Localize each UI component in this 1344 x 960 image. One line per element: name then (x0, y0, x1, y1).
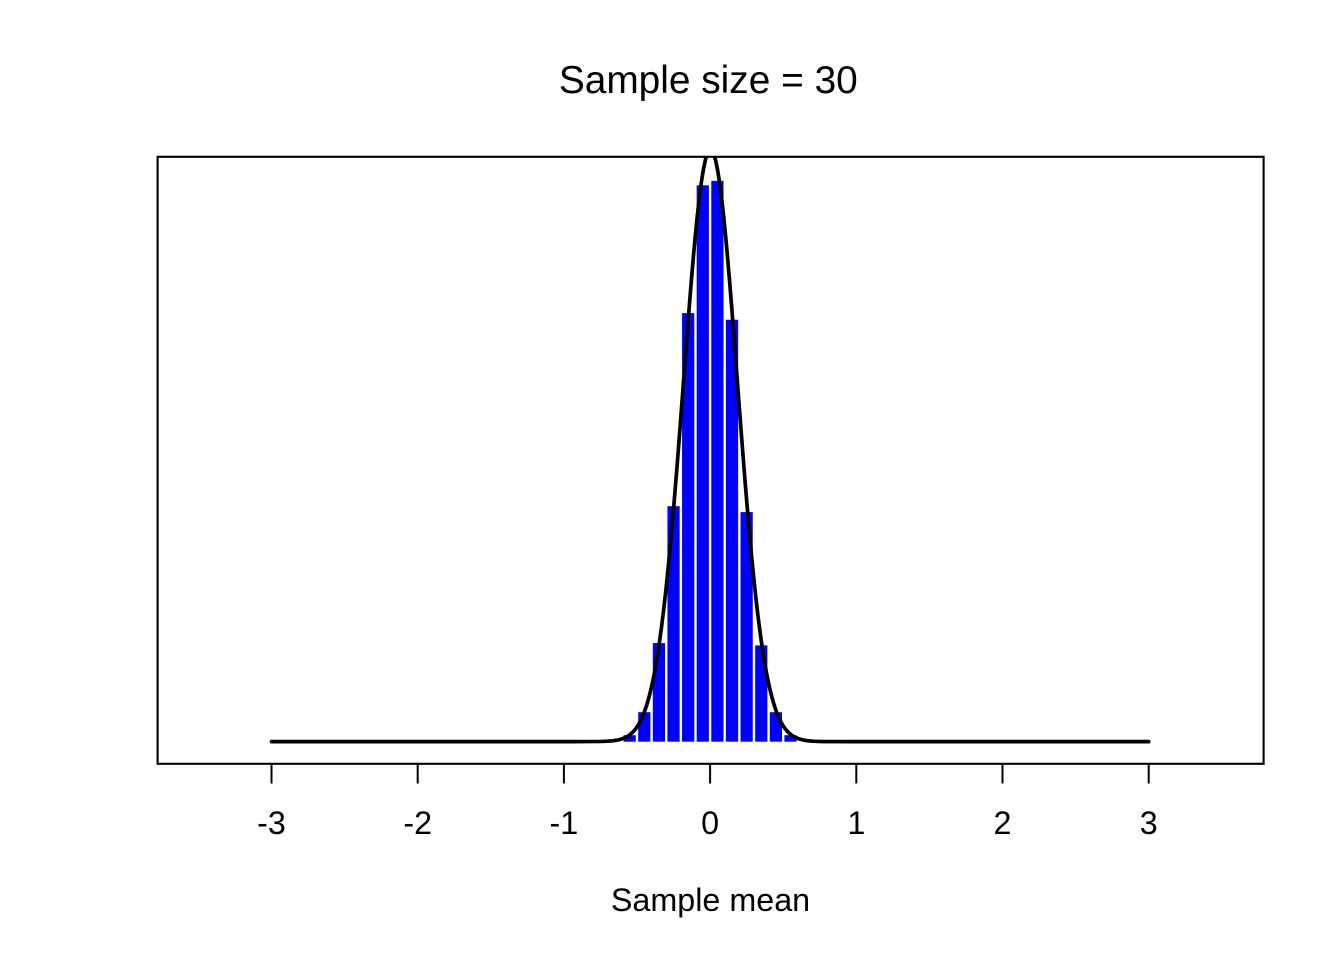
svg-text:1: 1 (847, 805, 865, 841)
svg-text:Sample size = 30: Sample size = 30 (559, 59, 858, 102)
svg-text:-1: -1 (550, 805, 579, 841)
svg-text:2: 2 (994, 805, 1012, 841)
svg-text:-2: -2 (403, 805, 432, 841)
svg-text:Sample mean: Sample mean (611, 882, 810, 918)
svg-text:0: 0 (701, 805, 719, 841)
svg-text:-3: -3 (257, 805, 286, 841)
svg-text:3: 3 (1140, 805, 1158, 841)
